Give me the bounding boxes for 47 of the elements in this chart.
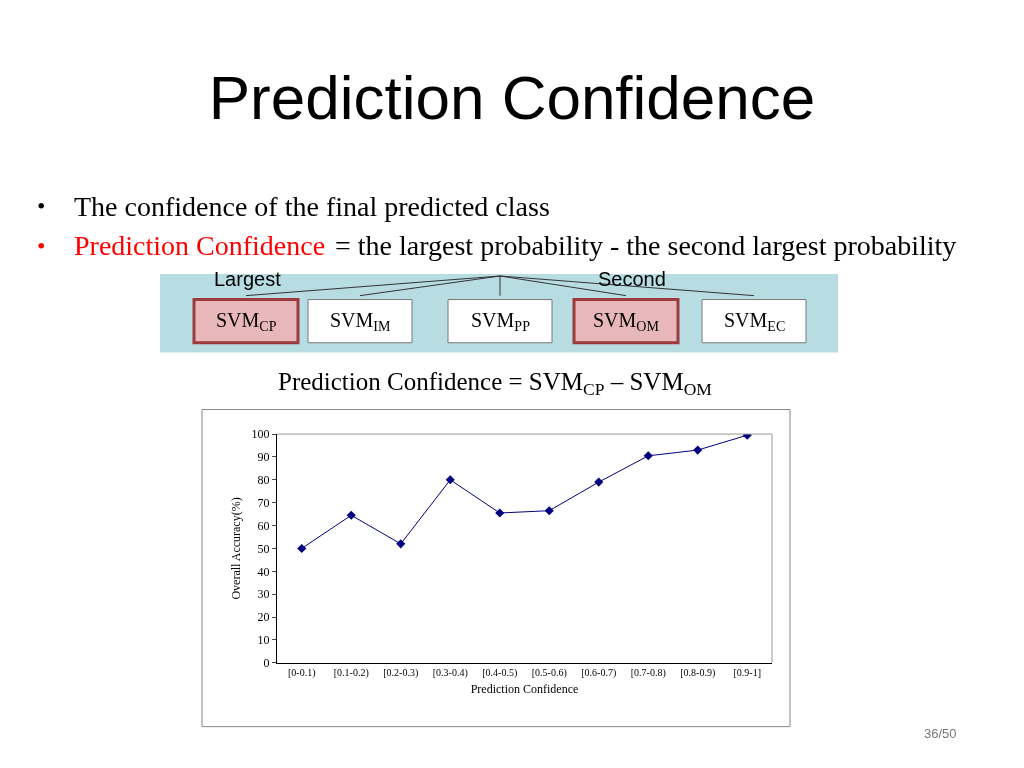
point [693,445,703,455]
x-tick-label: [0.4-0.5) [482,666,518,679]
y-tick-label: 40 [257,564,270,579]
x-tick-label: [0.9-1] [733,666,761,678]
text: • [37,193,46,219]
text: Prediction Confidence [74,230,326,261]
point [396,539,406,549]
x-tick-label: [0.3-0.4) [432,666,468,679]
y-tick-label: 10 [257,633,270,648]
text: Largest [214,268,282,290]
point [594,477,604,487]
text: = the largest probability - the second largest probability [335,230,957,261]
x-tick-label: [0.2-0.3) [383,666,419,679]
y-tick-label: 80 [257,473,270,488]
text: SVM$_{PP}$ [471,309,531,335]
x-tick-label: [0.6-0.7) [581,666,617,679]
y-tick-label: 90 [257,450,270,465]
text: The confidence of the final predicted class [74,191,550,222]
text: SVM$_{EC}$ [724,309,786,335]
text: SVM$_{IM}$ [330,309,392,335]
x-tick-label: [0.1-0.2) [333,666,369,679]
chart-title: Prediction Confidence [208,62,816,132]
x-tick-label: [0.7-0.8) [630,666,666,679]
y-tick-label: 60 [257,518,270,533]
text: • [37,233,46,259]
x-tick-label: [0-0.1) [288,666,316,679]
text: SVM$_{CP}$ [216,309,277,335]
point [544,506,554,516]
y-tick-label: 20 [257,610,270,625]
text: 36/50 [924,726,957,741]
point [346,510,356,520]
y-tick-label: 50 [257,541,270,556]
text: Prediction Confidence = SVM$_{CP}$ – SVM$_{OM}$ [278,368,713,400]
text: SVM$_{OM}$ [593,309,660,335]
y-tick-label: 100 [251,427,270,442]
y-tick-label: 0 [263,656,270,671]
x-tick-label: [0.5-0.6) [531,666,567,679]
point [297,543,307,553]
x-axis-title: Prediction Confidence [470,681,579,696]
point [643,451,653,461]
y-tick-label: 30 [257,587,270,602]
x-tick-label: [0.8-0.9) [680,666,716,679]
y-axis-title: Overall Accuracy(%) [228,497,243,600]
y-tick-label: 70 [257,495,270,510]
point [445,475,455,485]
point [495,508,505,518]
text: Second [598,268,666,290]
